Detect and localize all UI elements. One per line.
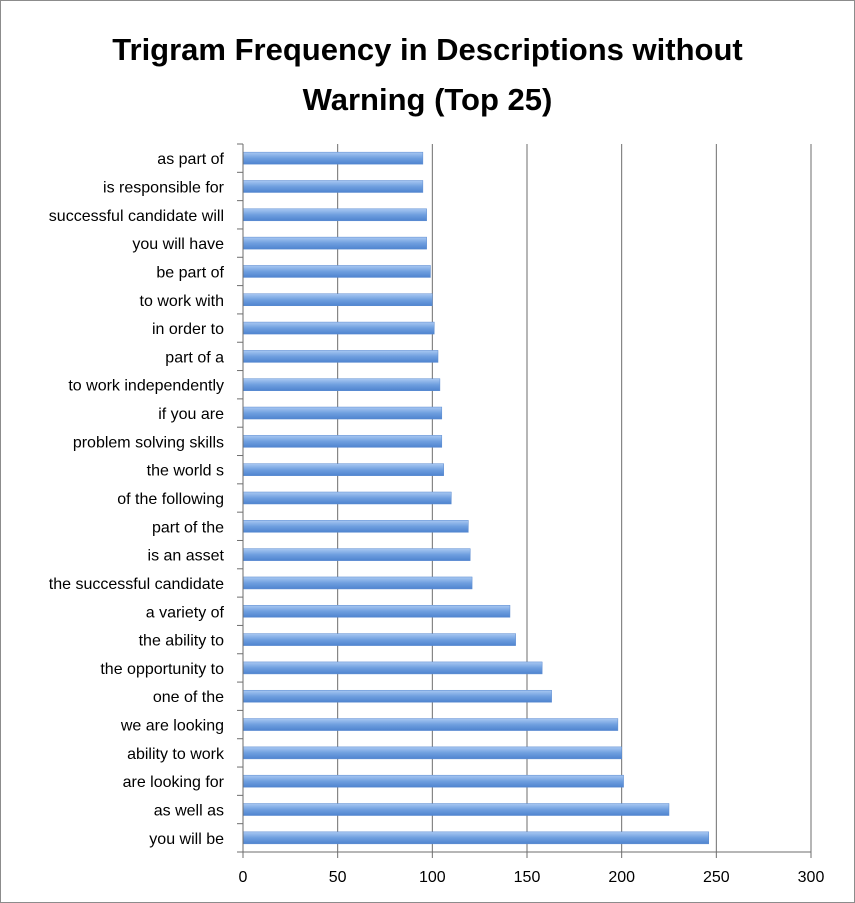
- category-label: part of the: [152, 519, 224, 536]
- bar: [242, 350, 439, 363]
- category-label: in order to: [152, 321, 224, 338]
- x-tick-label: 200: [608, 869, 635, 886]
- bar: [242, 605, 511, 618]
- category-label: is an asset: [148, 548, 225, 565]
- bar: [242, 774, 624, 788]
- bar: [242, 689, 552, 703]
- bar: [242, 321, 435, 335]
- category-label: of the following: [117, 491, 224, 508]
- bar: [242, 576, 473, 590]
- category-label: you will have: [132, 236, 224, 253]
- bar: [242, 746, 622, 760]
- x-tick-label: 50: [329, 869, 347, 886]
- bar: [242, 151, 424, 165]
- x-tick-label: 100: [419, 869, 446, 886]
- bar: [242, 378, 441, 391]
- chart-title-line-2: Warning (Top 25): [302, 82, 553, 117]
- bar: [242, 236, 427, 250]
- category-label: ability to work: [127, 746, 225, 763]
- bar: [242, 491, 452, 505]
- chart-title: Trigram Frequency in Descriptions withou…: [1, 25, 854, 125]
- bar: [242, 265, 431, 278]
- category-label: to work with: [140, 293, 224, 310]
- category-label: successful candidate will: [49, 208, 224, 225]
- bar: [242, 180, 424, 193]
- category-label: one of the: [153, 689, 224, 706]
- bar: [242, 831, 710, 845]
- category-label: as part of: [157, 151, 224, 168]
- bar: [242, 293, 433, 307]
- x-tick-label: 250: [703, 869, 730, 886]
- bar: [242, 803, 670, 816]
- bar: [242, 208, 427, 222]
- bar: [242, 406, 443, 420]
- x-tick-label: 0: [239, 869, 248, 886]
- bar: [242, 661, 543, 675]
- category-label: a variety of: [146, 604, 225, 621]
- category-label: if you are: [158, 406, 224, 423]
- category-label: as well as: [154, 803, 224, 820]
- category-label: problem solving skills: [73, 434, 224, 451]
- bar: [242, 463, 444, 476]
- chart-title-line-1: Trigram Frequency in Descriptions withou…: [112, 32, 743, 67]
- category-label: the world s: [147, 463, 224, 480]
- category-label: you will be: [149, 831, 224, 848]
- category-label: the opportunity to: [100, 661, 224, 678]
- bar: [242, 548, 471, 561]
- category-label: part of a: [165, 349, 224, 366]
- category-label: be part of: [156, 264, 224, 281]
- category-label: is responsible for: [103, 179, 225, 196]
- category-label: to work independently: [68, 378, 224, 395]
- x-tick-label: 150: [514, 869, 541, 886]
- x-tick-label: 300: [798, 869, 825, 886]
- category-label: we are looking: [120, 718, 224, 735]
- bar: [242, 718, 619, 731]
- category-label: the ability to: [139, 633, 224, 650]
- category-label: are looking for: [123, 774, 225, 791]
- bar: [242, 633, 516, 646]
- category-label: the successful candidate: [49, 576, 224, 593]
- bar: [242, 520, 469, 533]
- bar: [242, 435, 443, 448]
